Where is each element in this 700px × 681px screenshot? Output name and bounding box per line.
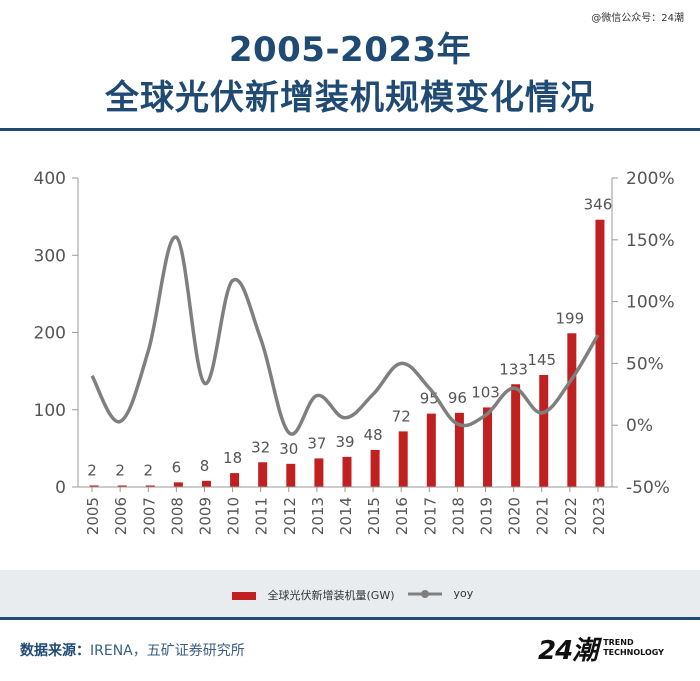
x-axis-tick-label: 2011 bbox=[253, 497, 271, 535]
x-axis-tick-label: 2006 bbox=[112, 497, 130, 535]
bar bbox=[258, 462, 268, 487]
bar-data-label: 37 bbox=[307, 434, 326, 452]
footer-divider bbox=[0, 617, 700, 620]
left-axis-tick-label: 400 bbox=[34, 169, 66, 189]
right-axis-tick-label: -50% bbox=[626, 478, 670, 498]
bar-data-label: 199 bbox=[556, 309, 585, 327]
left-axis: 0 100 200 300 400 bbox=[34, 169, 79, 498]
legend-bar-label: 全球光伏新增装机量(GW) bbox=[267, 589, 395, 602]
logo-text: TREND TECHNOLOGY bbox=[603, 638, 664, 658]
bar bbox=[145, 485, 155, 487]
legend-line-label: yoy bbox=[453, 587, 474, 600]
bar-data-label: 30 bbox=[279, 440, 298, 458]
left-axis-tick-label: 300 bbox=[34, 246, 66, 266]
right-axis-tick-label: 0% bbox=[626, 416, 653, 436]
x-axis-tick-label: 2015 bbox=[365, 497, 383, 535]
bar bbox=[454, 412, 464, 487]
bar bbox=[370, 449, 380, 487]
legend-line-swatch bbox=[408, 590, 442, 598]
right-axis-tick-label: 100% bbox=[626, 293, 675, 313]
x-axis: 2005 2006 2007 2008 2009 2010 2011 2012 2013 2014… bbox=[78, 486, 612, 535]
bar bbox=[201, 480, 211, 487]
bar bbox=[511, 384, 521, 487]
x-axis-tick-label: 2007 bbox=[140, 497, 158, 535]
right-axis-tick-label: 150% bbox=[626, 231, 675, 251]
x-axis-tick-label: 2023 bbox=[590, 497, 608, 535]
bar-data-label: 346 bbox=[584, 196, 613, 214]
bar-data-label: 145 bbox=[527, 351, 556, 369]
x-axis-tick-label: 2010 bbox=[225, 497, 243, 535]
left-axis-tick-label: 200 bbox=[34, 324, 66, 344]
bar bbox=[567, 333, 577, 487]
right-axis-tick-label: 50% bbox=[626, 354, 664, 374]
x-axis-tick-label: 2020 bbox=[506, 497, 524, 535]
x-axis-tick-label: 2009 bbox=[196, 497, 214, 535]
bar bbox=[173, 482, 183, 487]
logo-line1: TREND bbox=[603, 638, 634, 647]
bar-data-label: 2 bbox=[87, 461, 97, 479]
legend-band bbox=[0, 570, 700, 617]
bar-data-label: 103 bbox=[471, 383, 500, 401]
source-note: 数据来源：IRENA，五矿证券研究所 bbox=[20, 640, 245, 660]
bar bbox=[342, 456, 352, 487]
logo-line2: TECHNOLOGY bbox=[603, 648, 664, 657]
bar-data-label: 18 bbox=[223, 449, 242, 467]
bar-data-label: 133 bbox=[499, 360, 528, 378]
title-divider bbox=[0, 128, 700, 131]
bar-data-label: 96 bbox=[448, 389, 467, 407]
bar bbox=[539, 374, 549, 487]
bar bbox=[117, 485, 127, 487]
bar bbox=[595, 219, 605, 487]
yoy-line-series bbox=[90, 235, 600, 436]
x-axis-tick-label: 2013 bbox=[309, 497, 327, 535]
bar-data-label: 72 bbox=[392, 407, 411, 425]
bar-data-label: 39 bbox=[335, 433, 354, 451]
x-axis-tick-label: 2022 bbox=[562, 497, 580, 535]
watermark: @微信公众号：24潮 bbox=[591, 13, 684, 24]
x-axis-tick-label: 2008 bbox=[168, 497, 186, 535]
x-axis-tick-label: 2016 bbox=[393, 497, 411, 535]
bar-data-label: 8 bbox=[200, 457, 210, 475]
bar-data-label: 2 bbox=[115, 461, 125, 479]
chart-title-line1: 2005-2023年 bbox=[228, 30, 472, 70]
bar bbox=[426, 413, 436, 487]
x-axis-tick-label: 2018 bbox=[449, 497, 467, 535]
legend-line: yoy bbox=[408, 587, 473, 600]
x-axis-tick-label: 2005 bbox=[84, 497, 102, 535]
x-axis-tick-label: 2012 bbox=[281, 497, 299, 535]
left-axis-tick-label: 100 bbox=[34, 401, 66, 421]
x-axis-tick-label: 2019 bbox=[478, 497, 496, 535]
right-axis-tick-label: 200% bbox=[626, 169, 675, 189]
brand-logo: 24潮 TREND TECHNOLOGY bbox=[538, 631, 664, 666]
logo-mark: 24潮 bbox=[538, 635, 598, 666]
legend: 全球光伏新增装机量(GW) bbox=[232, 587, 394, 603]
bar-data-label: 6 bbox=[172, 458, 182, 476]
bar bbox=[314, 458, 324, 487]
bar bbox=[286, 463, 296, 487]
source-value: IRENA，五矿证券研究所 bbox=[90, 643, 245, 659]
legend-bar-swatch bbox=[232, 592, 256, 600]
bar-data-label: 2 bbox=[143, 461, 153, 479]
bar bbox=[398, 431, 408, 487]
right-axis: -50% 0% 50% 100% 150% 200% bbox=[611, 169, 675, 498]
x-axis-tick-label: 2014 bbox=[337, 497, 355, 535]
chart-title-line2: 全球光伏新增装机规模变化情况 bbox=[105, 78, 595, 118]
left-axis-tick-label: 0 bbox=[55, 478, 66, 498]
x-axis-tick-label: 2017 bbox=[421, 497, 439, 535]
bar-data-label: 32 bbox=[251, 438, 270, 456]
yoy-line bbox=[90, 235, 600, 436]
bar-series bbox=[89, 219, 605, 487]
x-axis-tick-label: 2021 bbox=[534, 497, 552, 535]
bar bbox=[89, 485, 99, 487]
bar-data-label: 48 bbox=[364, 426, 383, 444]
bar bbox=[483, 407, 493, 487]
bar bbox=[230, 473, 240, 487]
source-label: 数据来源： bbox=[20, 643, 90, 659]
